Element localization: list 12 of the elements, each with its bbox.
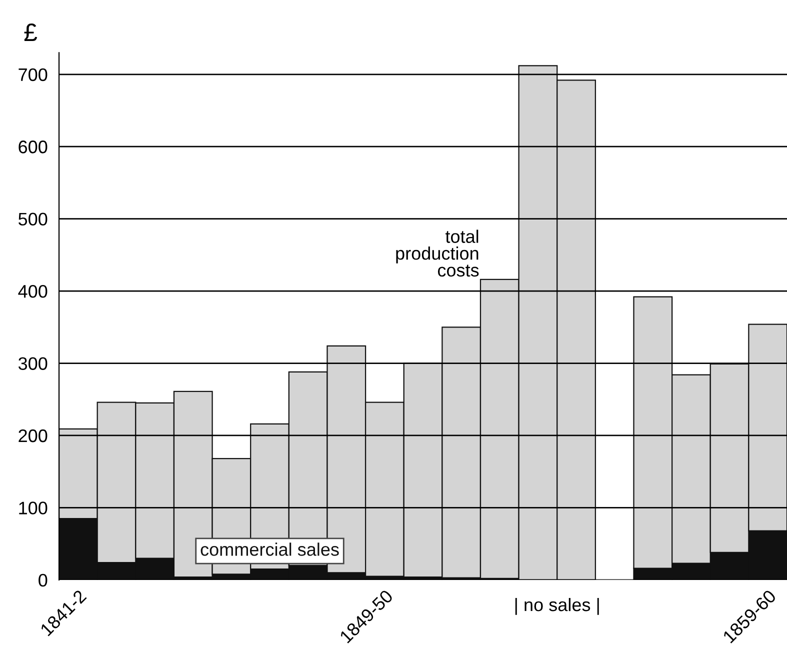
y-tick-label: 500 (18, 212, 48, 226)
y-tick-label: 400 (18, 284, 48, 298)
text: | no sales | (515, 598, 599, 615)
y-tick-label: 0 (38, 574, 48, 587)
y-tick-label: 700 (18, 68, 48, 82)
y-tick-label: 200 (18, 429, 48, 442)
series-label: commercial sales (200, 542, 339, 556)
series-label: total production costs (396, 230, 479, 277)
y-tick-label: 300 (18, 357, 48, 370)
y-tick-label: 100 (19, 502, 48, 514)
y-tick-label: 600 (18, 140, 48, 154)
y-axis-title: £ (24, 23, 38, 41)
